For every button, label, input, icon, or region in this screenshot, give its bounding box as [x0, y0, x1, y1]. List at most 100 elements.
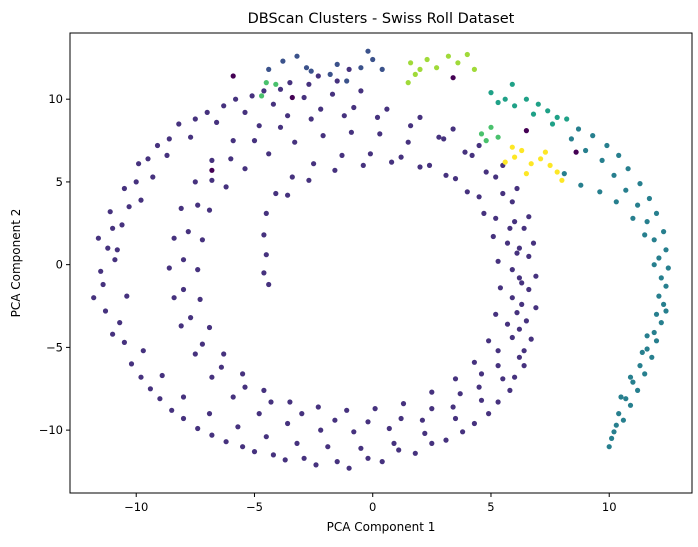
- data-point: [351, 104, 357, 111]
- data-point: [450, 404, 456, 410]
- data-point: [599, 157, 605, 163]
- data-point: [251, 138, 258, 144]
- data-point: [516, 245, 523, 251]
- y-tick-label: −10: [39, 423, 63, 437]
- data-point: [386, 425, 392, 432]
- data-point: [230, 73, 236, 79]
- data-point: [460, 429, 466, 435]
- data-point: [509, 144, 515, 150]
- data-point: [98, 268, 104, 274]
- data-point: [464, 51, 470, 58]
- data-point: [176, 121, 182, 127]
- plot-frame: [69, 32, 693, 494]
- data-point: [192, 351, 198, 357]
- data-point: [308, 68, 314, 74]
- data-point: [197, 296, 203, 302]
- data-point: [523, 128, 530, 134]
- data-point: [209, 374, 215, 380]
- x-tick-label: 10: [602, 500, 617, 514]
- data-point: [471, 359, 477, 365]
- data-point: [329, 91, 336, 97]
- data-point: [367, 151, 373, 157]
- data-point: [497, 285, 503, 291]
- data-point: [263, 210, 269, 216]
- data-point: [490, 233, 496, 240]
- data-point: [542, 149, 549, 155]
- data-point: [240, 444, 246, 450]
- data-point: [656, 255, 662, 261]
- data-point: [334, 78, 340, 84]
- data-point: [450, 126, 456, 132]
- data-point: [289, 94, 295, 101]
- data-point: [221, 351, 227, 357]
- data-point: [256, 123, 262, 129]
- data-point: [533, 273, 539, 279]
- data-point: [649, 354, 655, 360]
- data-point: [348, 129, 354, 135]
- data-point: [575, 126, 582, 132]
- data-point: [412, 450, 418, 456]
- data-point: [318, 106, 324, 112]
- data-point: [124, 293, 130, 299]
- data-point: [285, 420, 291, 427]
- data-point: [665, 265, 671, 271]
- data-point: [195, 425, 201, 432]
- data-point: [195, 202, 201, 208]
- data-point: [554, 114, 560, 120]
- data-point: [519, 280, 525, 286]
- data-point: [351, 429, 357, 435]
- data-point: [495, 363, 501, 369]
- data-point: [417, 114, 423, 120]
- data-point: [365, 455, 371, 461]
- data-point: [268, 399, 274, 405]
- data-point: [511, 374, 518, 380]
- data-point: [166, 136, 172, 142]
- data-point: [597, 189, 603, 195]
- data-point: [578, 182, 584, 188]
- data-point: [206, 207, 213, 213]
- y-tick-label: −5: [46, 340, 63, 354]
- data-point: [320, 133, 326, 139]
- data-point: [436, 134, 442, 140]
- data-point: [653, 210, 660, 216]
- x-tick-label: 0: [369, 500, 376, 514]
- data-point: [443, 172, 449, 178]
- data-point: [377, 131, 383, 137]
- data-point: [611, 429, 617, 435]
- data-point: [476, 384, 482, 390]
- data-point: [452, 176, 459, 182]
- data-point: [214, 119, 220, 125]
- data-point: [627, 402, 634, 408]
- data-point: [180, 257, 187, 263]
- data-point: [107, 209, 113, 215]
- data-point: [256, 411, 262, 417]
- data-point: [507, 225, 513, 231]
- data-point: [573, 149, 579, 155]
- data-point: [516, 354, 523, 360]
- data-point: [412, 71, 418, 77]
- data-point: [209, 432, 215, 438]
- data-point: [653, 338, 660, 344]
- data-point: [457, 391, 463, 397]
- x-axis-ticks: −10 −5 0 5 10: [124, 493, 617, 514]
- data-point: [180, 394, 187, 400]
- data-point: [370, 56, 376, 63]
- data-point: [100, 281, 106, 288]
- data-point: [105, 245, 111, 251]
- data-point: [568, 136, 575, 142]
- data-point: [379, 66, 385, 72]
- data-point: [530, 111, 537, 117]
- data-point: [301, 455, 307, 461]
- data-point: [301, 94, 307, 101]
- data-point: [545, 108, 551, 114]
- data-point: [136, 161, 142, 167]
- data-point: [180, 415, 187, 422]
- data-point: [261, 387, 267, 393]
- data-point: [110, 331, 116, 337]
- data-point: [639, 349, 645, 355]
- data-point: [471, 66, 477, 72]
- data-point: [138, 197, 144, 203]
- data-point: [533, 305, 539, 311]
- data-point: [261, 88, 267, 94]
